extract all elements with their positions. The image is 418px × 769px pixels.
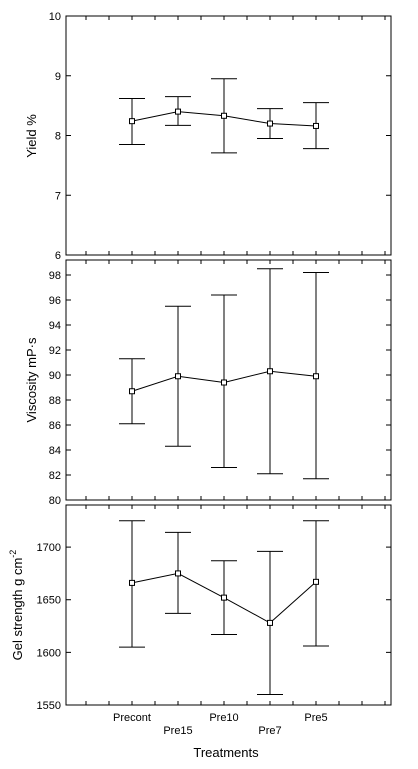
gel-strength-y-tick-label-3: 1700 <box>37 542 61 554</box>
viscosity-y-ticks: 80 82 84 86 88 90 92 94 96 98 <box>49 270 391 507</box>
category-label-4: Pre5 <box>304 712 327 724</box>
yield-point-0 <box>129 118 135 125</box>
category-label-3: Pre7 <box>258 725 281 737</box>
yield-y-tick-label-1: 7 <box>55 190 61 202</box>
gel-strength-point-4 <box>313 578 319 585</box>
yield-y-axis-title: Yield % <box>24 114 39 158</box>
yield-series <box>119 78 329 154</box>
viscosity-y-tick-label-9: 98 <box>49 270 61 282</box>
gel-strength-point-3 <box>267 619 273 626</box>
gel-strength-y-tick-label-2: 1650 <box>37 595 61 607</box>
viscosity-panel: 80 82 84 86 88 90 92 94 96 98 Viscosity mP·s <box>24 259 392 507</box>
gel-strength-point-2 <box>221 594 227 601</box>
yield-point-3 <box>267 120 273 127</box>
yield-point-1 <box>175 108 181 115</box>
viscosity-y-tick-label-3: 86 <box>49 420 61 432</box>
viscosity-y-tick-label-0: 80 <box>49 495 61 507</box>
viscosity-y-tick-label-2: 84 <box>49 445 61 457</box>
yield-panel: 6 7 8 9 10 Yield % <box>24 11 392 262</box>
gel-strength-panel: 1550 1600 1650 1700 Gel strength g cm-2 <box>8 504 392 712</box>
viscosity-y-tick-label-5: 90 <box>49 370 61 382</box>
yield-point-2 <box>221 112 227 119</box>
gel-strength-x-ticks <box>85 505 386 705</box>
viscosity-point-1 <box>175 373 181 380</box>
viscosity-x-ticks <box>85 260 386 500</box>
viscosity-series <box>119 268 329 480</box>
gel-strength-point-1 <box>175 570 181 577</box>
yield-y-tick-label-2: 8 <box>55 131 61 143</box>
yield-plot-frame <box>65 15 392 256</box>
viscosity-y-tick-label-4: 88 <box>49 395 61 407</box>
viscosity-y-tick-label-8: 96 <box>49 295 61 307</box>
yield-x-ticks <box>85 16 386 255</box>
yield-point-4 <box>313 122 319 129</box>
yield-y-ticks: 6 7 8 9 10 <box>49 11 391 262</box>
viscosity-y-tick-label-6: 92 <box>49 345 61 357</box>
category-labels: Precont Pre15 Pre10 Pre7 Pre5 <box>113 712 328 737</box>
gel-strength-y-axis-title-main: Gel strength g cm <box>10 558 25 661</box>
category-label-1: Pre15 <box>163 725 192 737</box>
viscosity-y-tick-label-7: 94 <box>49 320 61 332</box>
gel-strength-y-axis-title: Gel strength g cm-2 <box>8 550 25 661</box>
viscosity-point-0 <box>129 388 135 395</box>
gel-strength-y-tick-label-0: 1550 <box>37 700 61 712</box>
viscosity-point-4 <box>313 373 319 380</box>
viscosity-point-3 <box>267 368 273 375</box>
gel-strength-y-tick-label-1: 1600 <box>37 647 61 659</box>
gel-strength-y-ticks: 1550 1600 1650 1700 <box>37 542 391 712</box>
x-axis-title: Treatments <box>193 745 259 760</box>
gel-strength-y-axis-title-superscript: -2 <box>8 550 18 558</box>
category-label-0: Precont <box>113 712 151 724</box>
gel-strength-point-0 <box>129 579 135 586</box>
yield-y-tick-label-0: 6 <box>55 250 61 262</box>
viscosity-point-2 <box>221 379 227 386</box>
category-label-2: Pre10 <box>209 712 238 724</box>
viscosity-plot-frame <box>65 259 392 501</box>
gel-strength-series <box>119 520 329 695</box>
gel-strength-plot-frame <box>65 504 392 706</box>
viscosity-y-axis-title: Viscosity mP·s <box>24 337 39 422</box>
viscosity-y-tick-label-1: 82 <box>49 470 61 482</box>
yield-y-tick-label-3: 9 <box>55 71 61 83</box>
yield-y-tick-label-4: 10 <box>49 11 61 23</box>
